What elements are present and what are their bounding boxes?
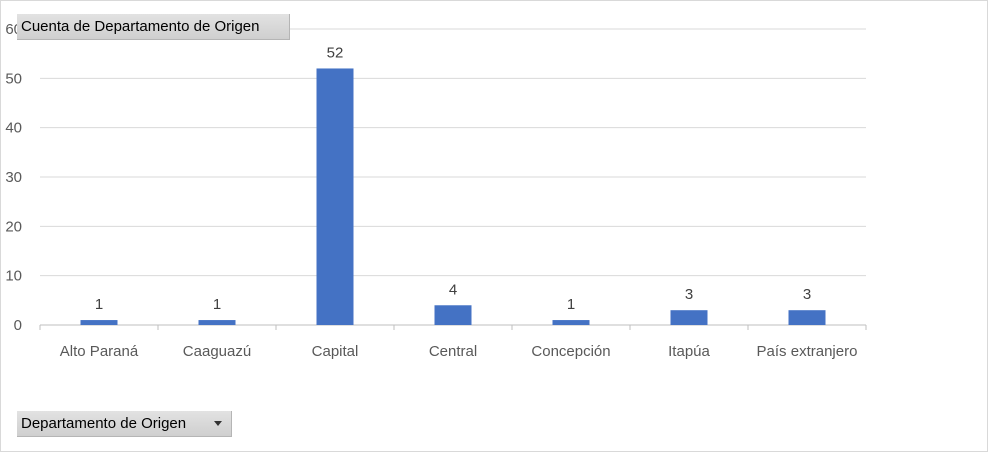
y-tick-label: 50 bbox=[5, 70, 22, 87]
bar[interactable] bbox=[316, 68, 354, 325]
x-tick-label: País extranjero bbox=[757, 343, 858, 360]
bar[interactable] bbox=[670, 310, 708, 325]
y-tick-label: 0 bbox=[14, 317, 22, 334]
value-field-label: Cuenta de Departamento de Origen bbox=[21, 18, 260, 35]
bar[interactable] bbox=[434, 305, 472, 325]
x-tick-label: Alto Paraná bbox=[60, 343, 139, 360]
axis-field-label: Departamento de Origen bbox=[21, 415, 187, 432]
data-label: 1 bbox=[567, 296, 575, 313]
x-tick-label: Itapúa bbox=[668, 343, 710, 360]
data-label: 3 bbox=[685, 286, 693, 303]
dropdown-arrow-icon[interactable] bbox=[214, 421, 222, 426]
data-label: 52 bbox=[327, 44, 344, 61]
data-label: 3 bbox=[803, 286, 811, 303]
y-tick-label: 40 bbox=[5, 120, 22, 137]
y-tick-label: 10 bbox=[5, 268, 22, 285]
x-tick-label: Capital bbox=[312, 343, 359, 360]
axis-field-button[interactable]: Departamento de Origen bbox=[17, 411, 232, 437]
value-field-button[interactable]: Cuenta de Departamento de Origen bbox=[17, 14, 290, 40]
data-label: 4 bbox=[449, 281, 457, 298]
x-tick-label: Concepción bbox=[531, 343, 610, 360]
bar[interactable] bbox=[80, 320, 118, 325]
bar[interactable] bbox=[788, 310, 826, 325]
x-tick-label: Central bbox=[429, 343, 477, 360]
y-tick-label: 30 bbox=[5, 169, 22, 186]
y-tick-label: 20 bbox=[5, 218, 22, 235]
bar[interactable] bbox=[198, 320, 236, 325]
x-tick-label: Caaguazú bbox=[183, 343, 251, 360]
data-label: 1 bbox=[213, 296, 221, 313]
data-label: 1 bbox=[95, 296, 103, 313]
bar[interactable] bbox=[552, 320, 590, 325]
